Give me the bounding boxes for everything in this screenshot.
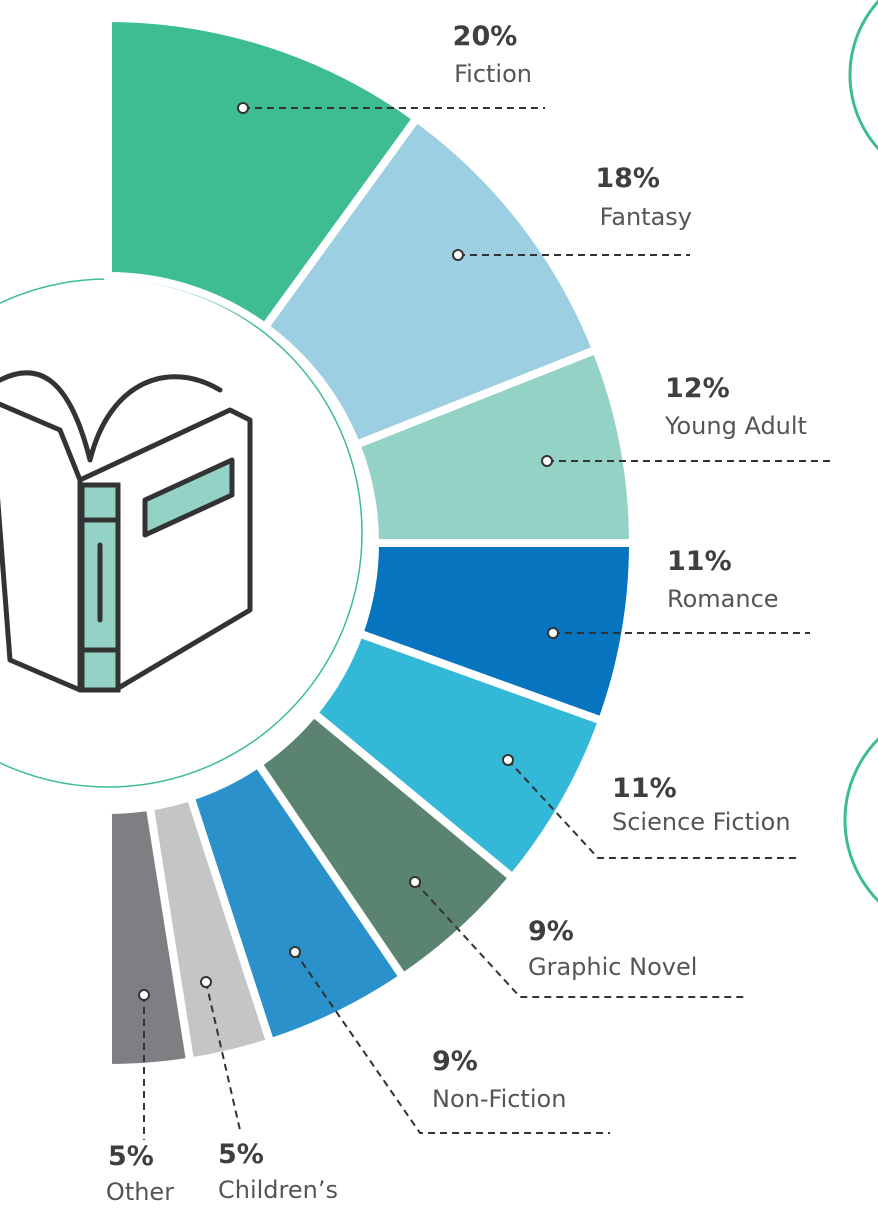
value-label: 9% (528, 916, 574, 947)
leader-dot (237, 102, 249, 114)
deco-circle (843, 737, 878, 903)
value-label: 18% (595, 163, 660, 194)
leader-dot (452, 249, 464, 261)
segment (104, 802, 195, 1073)
category-label: Children’s (218, 1176, 338, 1204)
value-label: 11% (612, 773, 677, 804)
leader-dot (200, 976, 212, 988)
category-label: Graphic Novel (528, 953, 697, 981)
leader-dot (541, 455, 553, 467)
book-icon (0, 370, 253, 693)
value-label: 11% (667, 546, 732, 577)
category-label: Non-Fiction (432, 1085, 566, 1113)
segment (104, 13, 423, 333)
leader-dot (138, 989, 150, 1001)
category-label: Romance (667, 585, 779, 613)
leader-dot (502, 754, 514, 766)
value-label: 9% (432, 1046, 478, 1077)
category-label: Other (106, 1178, 174, 1206)
leader-dot (409, 876, 421, 888)
value-label: 12% (665, 373, 730, 404)
category-label: Fiction (454, 60, 532, 88)
leader-line (414, 881, 745, 998)
value-label: 5% (218, 1139, 264, 1170)
category-label: Fantasy (600, 203, 692, 231)
value-label: 20% (453, 21, 518, 52)
leader-dot (289, 946, 301, 958)
category-label: Science Fiction (612, 808, 791, 836)
leader-line (205, 981, 241, 1131)
category-label: Young Adult (664, 412, 807, 440)
leader-line (294, 951, 610, 1134)
leader-dot (547, 627, 559, 639)
value-label: 5% (108, 1141, 154, 1172)
deco-circle (848, 0, 878, 151)
leader-line (507, 759, 800, 859)
